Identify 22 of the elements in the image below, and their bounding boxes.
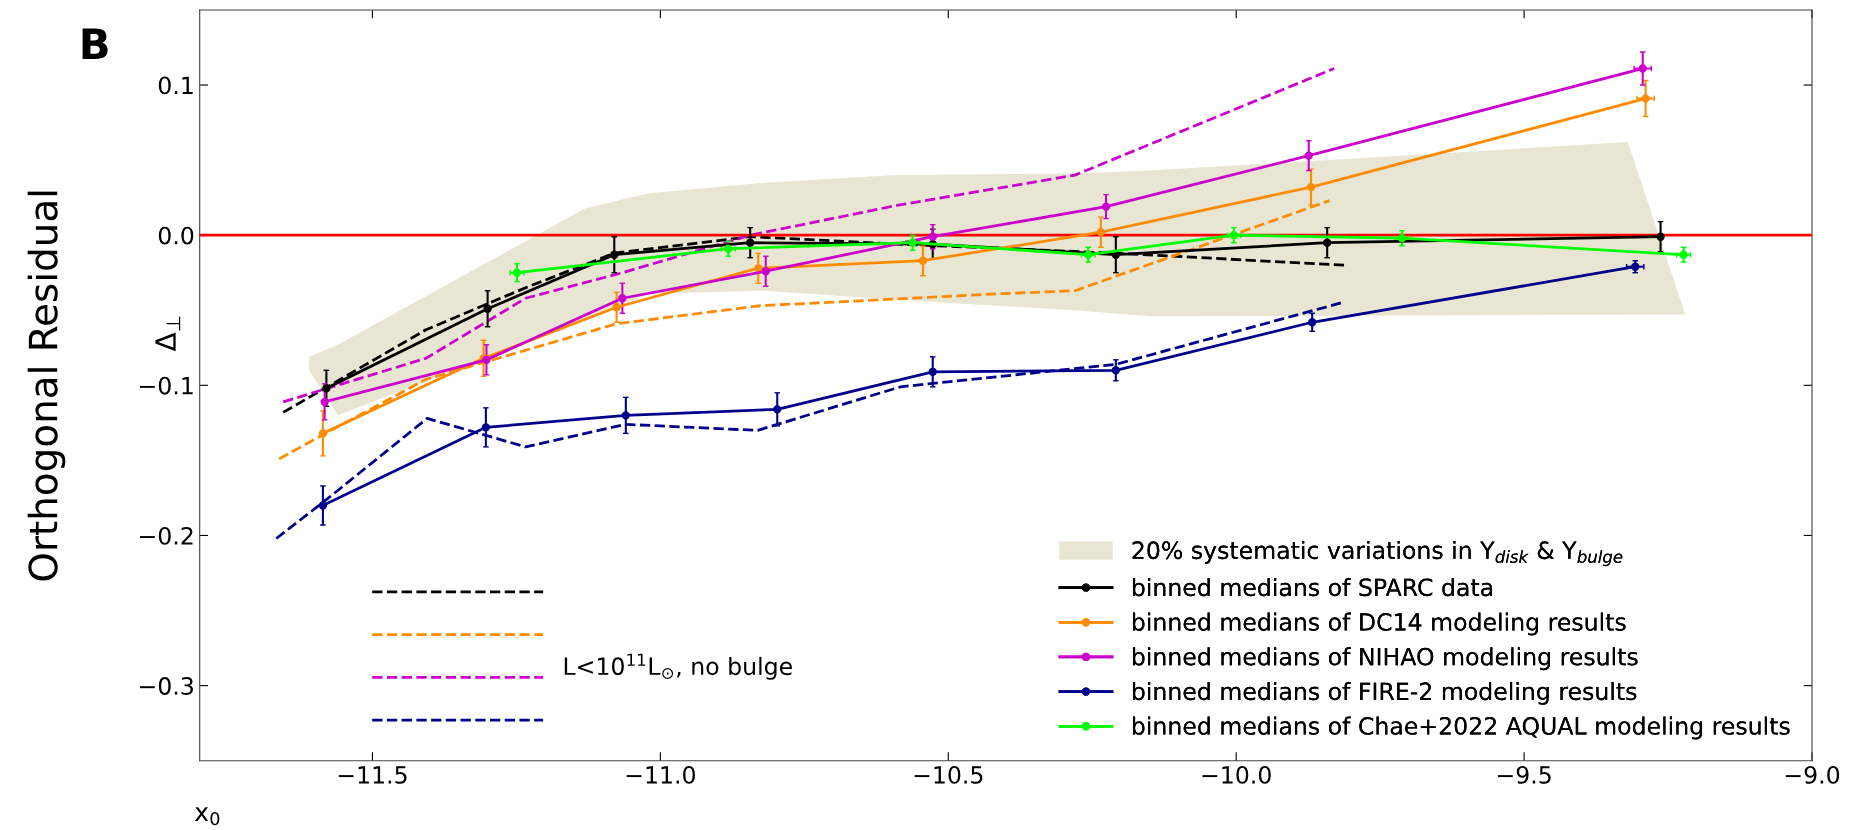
- y-tick-label: −0.1: [140, 376, 193, 395]
- y-tick-label: 0.0: [158, 226, 194, 245]
- legend-label: binned medians of NIHAO modeling results: [1132, 647, 1638, 671]
- text: B: [82, 28, 108, 59]
- y-axis-title: Orthogonal Residual: [27, 191, 66, 581]
- legend-label: 20% systematic variations in Υ$_{disk}$ & Υ$_{bulge}$: [1132, 540, 1623, 567]
- x-tick-label: −9.0: [1785, 765, 1840, 784]
- y-tick-label: −0.3: [140, 677, 193, 695]
- text: Δ$_{⊥}$: [155, 316, 181, 352]
- x-tick-label: −11.5: [338, 766, 407, 784]
- y-tick-label: −0.2: [140, 526, 193, 545]
- x-tick-label: −10.5: [914, 765, 983, 784]
- legend-label: binned medians of SPARC data: [1132, 577, 1493, 597]
- x-axis-title: x$_{0}$: [194, 807, 220, 826]
- annotation: L<10$^{11}$L$_{⊙}$, no bulge: [564, 653, 792, 680]
- x-tick-label: −9.5: [1497, 765, 1551, 784]
- legend-label: binned medians of Chae+2022 AQUAL modeling results: [1132, 716, 1790, 740]
- y-tick-label: 0.1: [158, 76, 193, 95]
- x-tick-label: −11.0: [626, 765, 695, 784]
- legend-label: binned medians of DC14 modeling results: [1132, 612, 1626, 636]
- x-tick-label: −10.0: [1202, 765, 1271, 784]
- legend-label: binned medians of FIRE-2 modeling results: [1132, 681, 1637, 705]
